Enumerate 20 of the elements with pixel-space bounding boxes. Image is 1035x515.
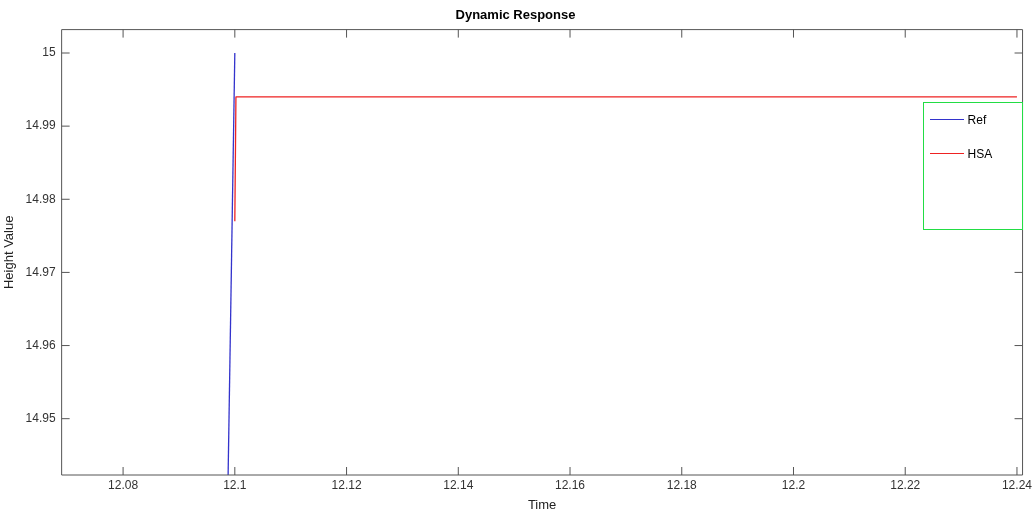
x-tick-label: 12.18 bbox=[666, 477, 698, 492]
x-tick-label: 12.12 bbox=[331, 477, 362, 492]
x-tick-label: 12.22 bbox=[890, 477, 921, 492]
x-tick-label: 12.2 bbox=[781, 477, 806, 492]
x-tick-label: 12.1 bbox=[223, 477, 247, 492]
x-tick-label: 12.16 bbox=[555, 477, 586, 492]
y-tick-label: 14.98 bbox=[25, 191, 56, 206]
x-tick-label: 12.24 bbox=[1001, 477, 1033, 492]
y-tick-label: 15 bbox=[42, 45, 56, 60]
x-tick-label: 12.14 bbox=[443, 477, 474, 492]
y-tick-label: 14.96 bbox=[25, 337, 56, 352]
x-axis-title: Time bbox=[527, 496, 557, 512]
y-tick-label: 14.99 bbox=[25, 118, 56, 133]
x-tick-label: 12.08 bbox=[108, 477, 139, 492]
y-tick-label: 14.97 bbox=[25, 264, 56, 279]
y-axis-title: Height Value bbox=[1, 215, 17, 290]
legend-label: Ref bbox=[967, 112, 987, 127]
legend-label: HSA bbox=[967, 146, 993, 161]
chart-title: Dynamic Response bbox=[455, 7, 576, 23]
y-tick-label: 14.95 bbox=[25, 411, 56, 425]
